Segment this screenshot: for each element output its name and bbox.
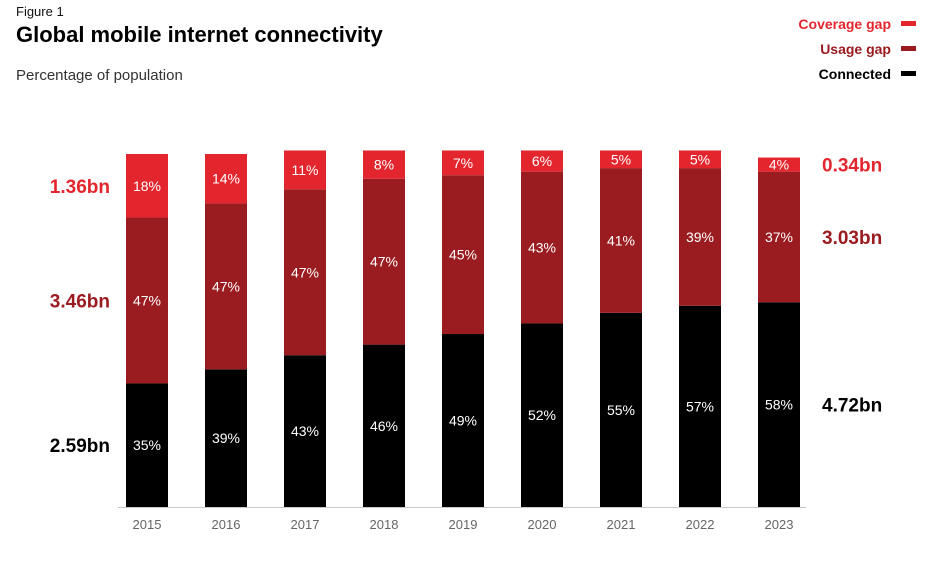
data-label-connected-2018: 46% — [370, 418, 398, 434]
bar-coverage-gap-2018 — [363, 150, 405, 179]
bar-usage-gap-2017 — [284, 189, 326, 356]
data-label-coverage-gap-2022: 5% — [690, 151, 710, 167]
legend-swatch-connected — [901, 71, 916, 76]
data-label-usage-gap-2015: 47% — [133, 292, 161, 308]
x-tick-label-2023: 2023 — [765, 517, 794, 532]
bar-usage-gap-2018 — [363, 178, 405, 345]
bar-usage-gap-2016 — [205, 203, 247, 370]
data-label-coverage-gap-2023: 4% — [769, 157, 789, 173]
bar-usage-gap-2020 — [521, 171, 563, 324]
bar-connected-2016 — [205, 369, 247, 507]
data-label-usage-gap-2022: 39% — [686, 229, 714, 245]
legend-swatch-usage-gap — [901, 46, 916, 51]
x-tick-label-2018: 2018 — [370, 517, 399, 532]
data-label-usage-gap-2017: 47% — [291, 264, 319, 280]
data-label-coverage-gap-2020: 6% — [532, 153, 552, 169]
data-label-coverage-gap-2016: 14% — [212, 171, 240, 187]
data-label-coverage-gap-2018: 8% — [374, 157, 394, 173]
legend-label-usage-gap: Usage gap — [820, 40, 891, 57]
data-label-connected-2022: 57% — [686, 398, 714, 414]
data-label-connected-2015: 35% — [133, 437, 161, 453]
x-tick-label-2022: 2022 — [686, 517, 715, 532]
bar-connected-2021 — [600, 312, 642, 507]
bar-connected-2017 — [284, 355, 326, 507]
bar-connected-2020 — [521, 323, 563, 507]
x-tick-label-2017: 2017 — [291, 517, 320, 532]
data-label-coverage-gap-2021: 5% — [611, 151, 631, 167]
data-label-connected-2019: 49% — [449, 413, 477, 429]
left-annotation-coverage-gap: 1.36bn — [50, 177, 110, 198]
bar-connected-2023 — [758, 302, 800, 507]
data-label-usage-gap-2023: 37% — [765, 229, 793, 245]
legend: Coverage gap Usage gap Connected — [716, 11, 916, 86]
data-label-usage-gap-2021: 41% — [607, 232, 635, 248]
bar-usage-gap-2019 — [442, 175, 484, 335]
bar-connected-2018 — [363, 344, 405, 507]
data-label-coverage-gap-2015: 18% — [133, 178, 161, 194]
data-label-connected-2020: 52% — [528, 407, 556, 423]
data-label-coverage-gap-2019: 7% — [453, 155, 473, 171]
right-annotation-coverage-gap: 0.34bn — [822, 156, 882, 177]
data-label-connected-2017: 43% — [291, 423, 319, 439]
data-label-connected-2016: 39% — [212, 430, 240, 446]
bar-coverage-gap-2016 — [205, 154, 247, 204]
chart-subtitle: Percentage of population — [16, 67, 183, 84]
x-tick-label-2016: 2016 — [212, 517, 241, 532]
figure-label: Figure 1 — [16, 4, 64, 19]
bar-connected-2015 — [126, 383, 168, 507]
bar-coverage-gap-2019 — [442, 150, 484, 176]
bar-coverage-gap-2017 — [284, 150, 326, 190]
bar-usage-gap-2021 — [600, 168, 642, 313]
chart-title: Global mobile internet connectivity — [16, 22, 383, 47]
x-tick-label-2019: 2019 — [449, 517, 478, 532]
legend-item-coverage-gap: Coverage gap — [716, 11, 916, 36]
bar-usage-gap-2015 — [126, 217, 168, 384]
legend-swatch-coverage-gap — [901, 21, 916, 26]
data-label-usage-gap-2016: 47% — [212, 278, 240, 294]
data-label-usage-gap-2018: 47% — [370, 254, 398, 270]
data-label-usage-gap-2019: 45% — [449, 247, 477, 263]
data-label-connected-2021: 55% — [607, 402, 635, 418]
bar-connected-2019 — [442, 334, 484, 507]
bar-coverage-gap-2022 — [679, 150, 721, 169]
legend-label-connected: Connected — [818, 65, 891, 82]
bar-coverage-gap-2021 — [600, 150, 642, 169]
bar-coverage-gap-2023 — [758, 157, 800, 172]
data-label-coverage-gap-2017: 11% — [292, 162, 319, 178]
left-annotation-connected: 2.59bn — [50, 436, 110, 457]
legend-item-connected: Connected — [716, 61, 916, 86]
right-annotation-usage-gap: 3.03bn — [822, 228, 882, 249]
left-annotation-usage-gap: 3.46bn — [50, 291, 110, 312]
x-tick-label-2015: 2015 — [133, 517, 162, 532]
x-tick-label-2020: 2020 — [528, 517, 557, 532]
right-annotation-connected: 4.72bn — [822, 396, 882, 417]
legend-item-usage-gap: Usage gap — [716, 36, 916, 61]
data-label-usage-gap-2020: 43% — [528, 240, 556, 256]
bar-usage-gap-2023 — [758, 171, 800, 303]
x-tick-label-2021: 2021 — [607, 517, 636, 532]
data-label-connected-2023: 58% — [765, 397, 793, 413]
legend-label-coverage-gap: Coverage gap — [798, 15, 891, 32]
bar-usage-gap-2022 — [679, 168, 721, 306]
bar-coverage-gap-2020 — [521, 150, 563, 172]
bar-connected-2022 — [679, 305, 721, 507]
bar-coverage-gap-2015 — [126, 154, 168, 218]
